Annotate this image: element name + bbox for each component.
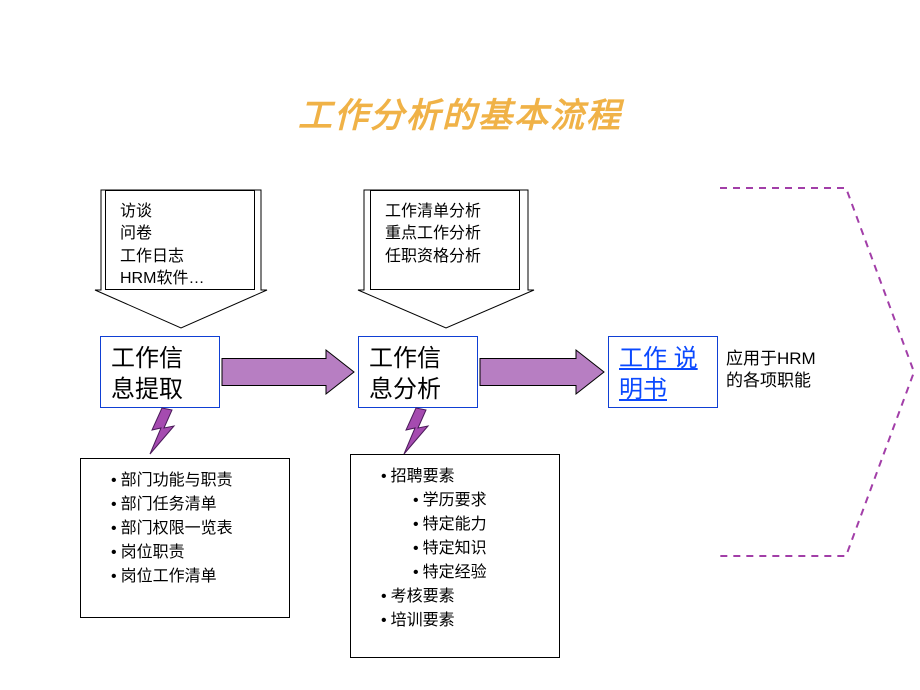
flow-box-analyze-label: 工作信 息分析 (369, 343, 467, 405)
output-item: 岗位工作清单 (111, 565, 275, 589)
output-item: 考核要素 (381, 585, 545, 609)
output-item: 特定经验 (413, 561, 545, 585)
output-item: 岗位职责 (111, 541, 275, 565)
output-item: 部门功能与职责 (111, 469, 275, 493)
output-item: 部门任务清单 (111, 493, 275, 517)
bolt-icon-1 (148, 408, 178, 454)
flow-box-job-spec-link[interactable]: 工作 说明书 (619, 343, 707, 405)
diagram-title: 工作分析的基本流程 (0, 88, 920, 137)
callout-line: 访谈 (120, 201, 240, 223)
output-item: 特定能力 (413, 513, 545, 537)
callout-line: 任职资格分析 (385, 246, 505, 268)
flow-box-extract: 工作信 息提取 (100, 336, 220, 408)
flow-box-apply-hrm: 应用于HRM 的各项职能 (726, 348, 850, 396)
output-item: 特定知识 (413, 537, 545, 561)
bolt-icon-2 (402, 408, 432, 454)
callout-line: 重点工作分析 (385, 223, 505, 245)
flow-box-job-spec[interactable]: 工作 说明书 (608, 336, 718, 408)
callout-methods-1: 访谈问卷工作日志HRM软件… (105, 190, 255, 290)
callout-line: 工作清单分析 (385, 201, 505, 223)
flow-box-analyze: 工作信 息分析 (358, 336, 478, 408)
diagram-canvas: 工作分析的基本流程 访谈问卷工作日志HRM软件… 工作清单分析重点工作分析任职资… (0, 0, 920, 690)
flow-arrow-2 (480, 348, 606, 396)
output-item: 培训要素 (381, 609, 545, 633)
output-item: 学历要求 (413, 489, 545, 513)
output-box-2: 招聘要素学历要求特定能力特定知识特定经验考核要素培训要素 (350, 454, 560, 658)
callout-line: 问卷 (120, 223, 240, 245)
callout-methods-2: 工作清单分析重点工作分析任职资格分析 (370, 190, 520, 290)
callout-line: HRM软件… (120, 268, 240, 290)
output-item: 部门权限一览表 (111, 517, 275, 541)
flow-box-extract-label: 工作信 息提取 (111, 343, 209, 405)
flow-arrow-1 (222, 348, 356, 396)
output-item: 招聘要素学历要求特定能力特定知识特定经验 (381, 465, 545, 585)
output-box-1: 部门功能与职责部门任务清单部门权限一览表岗位职责岗位工作清单 (80, 458, 290, 618)
callout-line: 工作日志 (120, 246, 240, 268)
